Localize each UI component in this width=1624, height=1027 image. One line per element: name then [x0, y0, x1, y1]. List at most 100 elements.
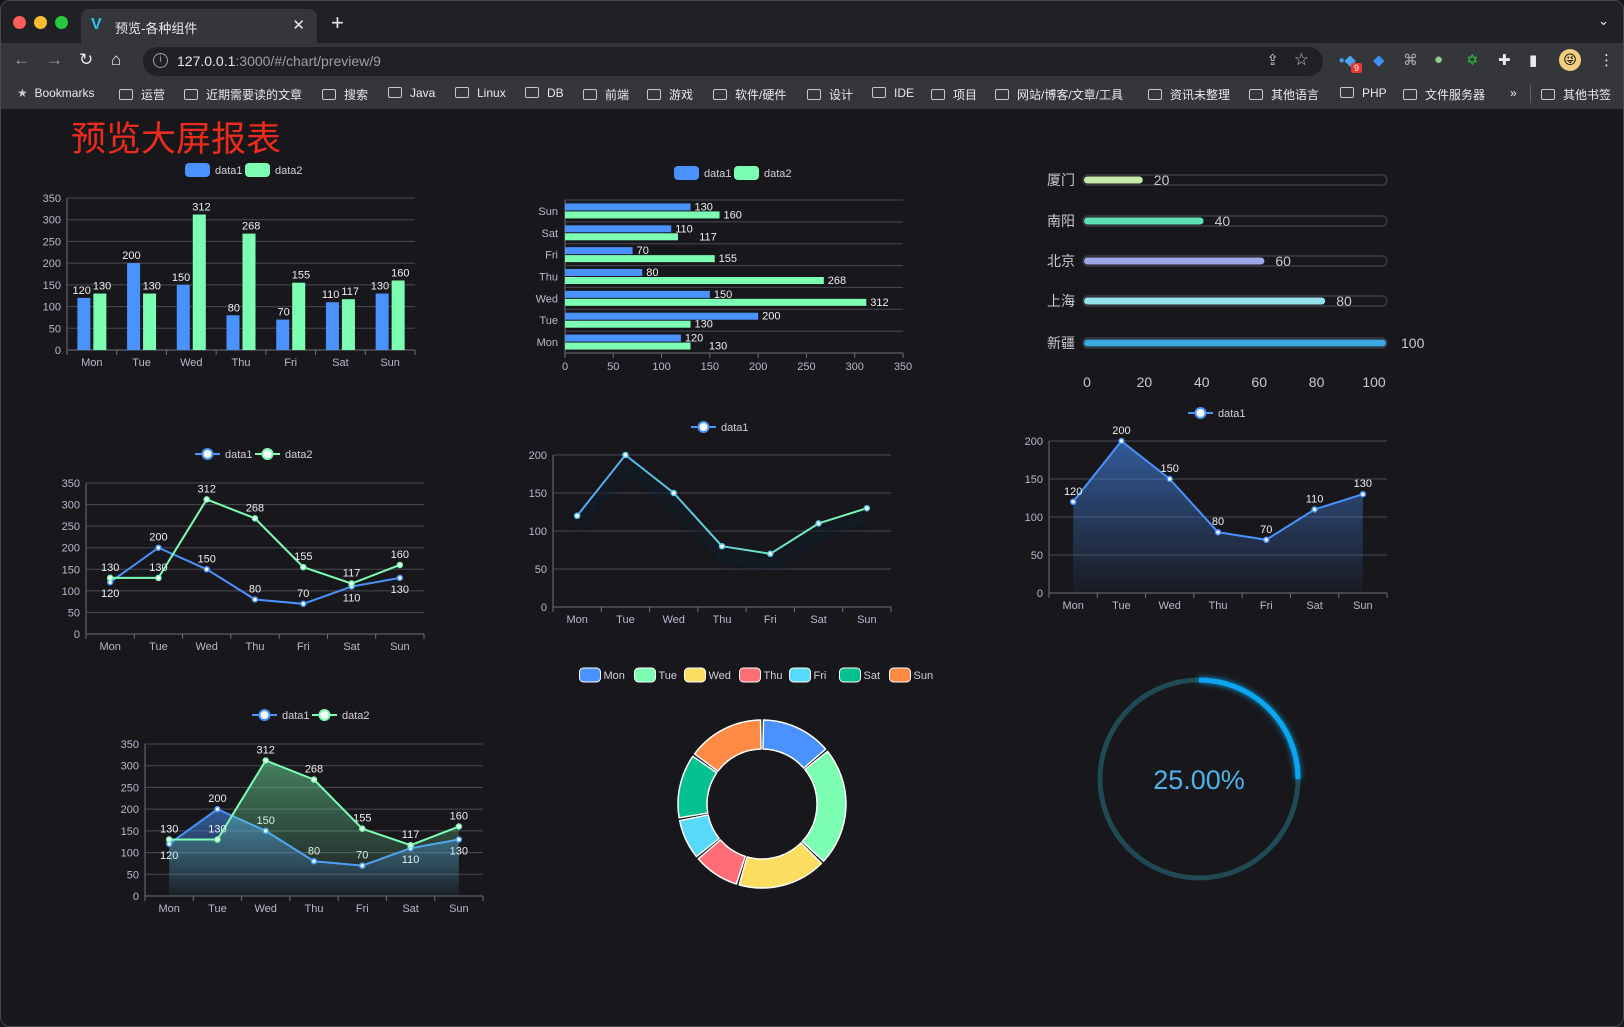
bookmark-folder[interactable]: 项目 [931, 86, 977, 103]
bar-data2 [565, 233, 678, 241]
bookmark-folder[interactable]: 文件服务器 [1403, 86, 1485, 103]
legend-item[interactable]: data2 [255, 448, 313, 461]
bookmark-folder[interactable]: 近期需要读的文章 [184, 86, 302, 103]
x-tick-label: Wed [1159, 600, 1181, 612]
legend-item[interactable]: Thu [739, 667, 783, 683]
bookmark-folder[interactable]: 资讯未整理 [1148, 86, 1230, 103]
maximize-window-button[interactable] [55, 16, 68, 29]
point-data1 [214, 805, 221, 813]
extension-circle-icon[interactable]: ● [1434, 51, 1444, 68]
bookmark-folder[interactable]: Linux [455, 86, 506, 100]
forward-icon[interactable]: → [46, 50, 63, 69]
bookmark-folder[interactable]: 软件/硬件 [713, 86, 786, 103]
bookmark-folder[interactable]: 搜索 [322, 86, 368, 103]
donut-slice-tue[interactable] [801, 750, 847, 862]
extension-diamond-icon[interactable]: ◆ [1373, 52, 1385, 69]
bookmarks-manager[interactable]: ★ Bookmarks [17, 86, 94, 100]
legend-item[interactable]: data1 [1188, 407, 1246, 420]
legend-item[interactable]: data1 [195, 448, 253, 461]
legend-item[interactable]: data2 [734, 166, 792, 180]
progress-label: 上海 [1047, 293, 1075, 309]
bookmark-folder[interactable]: PHP [1340, 86, 1387, 100]
legend-item[interactable]: Sat [839, 667, 881, 683]
bookmark-folder[interactable]: 设计 [807, 86, 853, 103]
data-label: 130 [101, 562, 119, 574]
bookmark-folder[interactable]: 其他语言 [1249, 86, 1319, 103]
tab-bar: V 预览-各种组件 ✕ + ⌄ [1, 1, 1623, 43]
reload-icon[interactable]: ↻ [79, 50, 94, 69]
menu-kebab-icon[interactable]: ⋮ [1599, 52, 1614, 69]
site-info-icon[interactable]: i [153, 53, 168, 68]
legend-item[interactable]: data1 [185, 163, 243, 177]
legend-item[interactable]: data2 [312, 709, 370, 722]
legend-item[interactable]: data2 [245, 163, 303, 177]
bookmark-star-icon[interactable]: ☆ [1293, 50, 1309, 69]
legend-item[interactable]: Sun [889, 667, 934, 683]
bookmark-folder[interactable]: Java [388, 86, 435, 100]
y-tick-label: 0 [133, 891, 139, 903]
active-tab[interactable]: V 预览-各种组件 ✕ [81, 9, 317, 43]
donut-slice-mon[interactable] [762, 719, 827, 769]
bookmark-label: 网站/博客/文章/工具 [1017, 88, 1124, 102]
y-tick-label: 100 [1025, 512, 1043, 524]
other-bookmarks-folder[interactable]: 其他书签 [1541, 86, 1611, 103]
extensions-puzzle-icon[interactable]: ✚ [1498, 52, 1511, 69]
legend-item[interactable]: data1 [674, 166, 732, 180]
x-tick-label: Wed [663, 614, 685, 626]
point-data2 [348, 580, 355, 587]
data-label: 130 [371, 281, 389, 293]
data-label: 200 [762, 311, 780, 323]
star-icon: ★ [17, 86, 28, 100]
bookmark-folder[interactable]: 网站/博客/文章/工具 [995, 86, 1123, 103]
y-tick-label: Sun [538, 206, 558, 218]
home-icon[interactable]: ⌂ [111, 50, 122, 69]
legend-swatch [579, 667, 601, 683]
donut-slice-sun[interactable] [693, 719, 762, 772]
progress-fill [1084, 257, 1265, 265]
url-host: 127.0.0.1 [177, 53, 236, 69]
x-tick-label: Mon [99, 641, 120, 653]
legend-item[interactable]: Mon [579, 667, 625, 683]
y-tick-label: 50 [49, 323, 61, 335]
more-bookmarks-button[interactable]: » [1510, 86, 1517, 100]
folder-icon [931, 89, 945, 100]
close-tab-icon[interactable]: ✕ [292, 17, 305, 34]
new-tab-button[interactable]: + [331, 10, 344, 35]
y-tick-label: 250 [62, 521, 80, 533]
tab-search-chevron-icon[interactable]: ⌄ [1598, 13, 1609, 28]
data-label: 117 [402, 829, 420, 841]
legend-item[interactable]: Wed [684, 667, 731, 683]
bookmark-folder[interactable]: 游戏 [647, 86, 693, 103]
extension-star-icon[interactable]: ✡ [1466, 52, 1479, 69]
url-text[interactable]: 127.0.0.1:3000/#/chart/preview/9 [177, 53, 381, 69]
donut-slice-wed[interactable] [738, 842, 823, 889]
legend-item[interactable]: Tue [634, 667, 678, 683]
donut-slice-sat[interactable] [677, 755, 718, 819]
point-data2 [300, 563, 307, 571]
bookmark-folder[interactable]: 前端 [583, 86, 629, 103]
legend-item[interactable]: data1 [252, 709, 310, 722]
legend-item[interactable]: data1 [691, 421, 749, 434]
legend-label: data2 [342, 710, 370, 722]
bookmark-folder[interactable]: 运营 [119, 86, 165, 103]
address-bar[interactable]: i 127.0.0.1:3000/#/chart/preview/9 ⇪ ☆ [143, 47, 1323, 76]
legend-swatch [734, 166, 759, 180]
bookmark-folder[interactable]: IDE [872, 86, 914, 100]
extension-command-icon[interactable]: ⌘ [1403, 52, 1418, 69]
donut-slice-fri[interactable] [678, 814, 720, 858]
back-icon[interactable]: ← [13, 50, 30, 69]
minimize-window-button[interactable] [34, 16, 47, 29]
data-label: 200 [208, 793, 226, 805]
legend: data1 [1188, 407, 1246, 420]
share-icon[interactable]: ⇪ [1266, 52, 1279, 69]
donut-slice-thu[interactable] [697, 839, 746, 885]
bookmark-folder[interactable]: DB [525, 86, 564, 100]
legend-item[interactable]: Fri [789, 667, 827, 683]
folder-icon [1340, 87, 1354, 98]
x-tick-label: Mon [1062, 600, 1083, 612]
profile-avatar[interactable]: 😜 [1559, 49, 1581, 71]
data-label: 160 [724, 209, 742, 221]
bookmark-label: 资讯未整理 [1170, 88, 1231, 102]
side-panel-icon[interactable]: ▮ [1529, 52, 1538, 69]
close-window-button[interactable] [13, 16, 26, 29]
